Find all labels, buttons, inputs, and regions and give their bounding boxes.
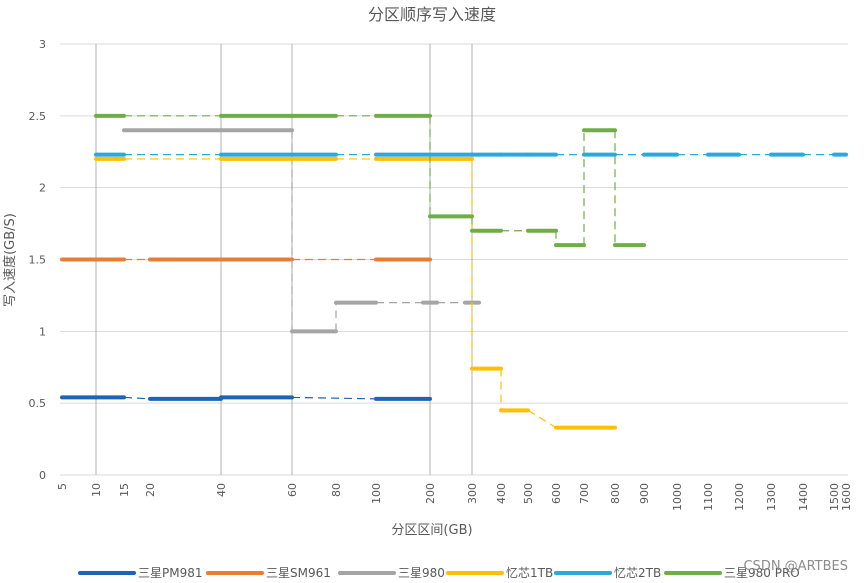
x-tick-label: 20 <box>144 483 157 497</box>
legend-label: 忆芯1TB <box>506 566 553 580</box>
x-axis-label: 分区区间(GB) <box>391 523 472 538</box>
x-tick-label: 1400 <box>797 483 810 511</box>
x-tick-label: 1600 <box>840 483 853 511</box>
x-tick-label: 600 <box>550 483 563 504</box>
x-tick-label: 1000 <box>671 483 684 511</box>
x-tick-label: 400 <box>495 483 508 504</box>
x-tick-label: 300 <box>466 483 479 504</box>
x-tick-labels: 5 10 15 20 40 60 80 100 200 300 400 500 600 700 800 900… <box>56 483 853 511</box>
x-tick-label: 700 <box>578 483 591 504</box>
y-tick-label: 1.5 <box>29 254 47 267</box>
series-3 <box>122 128 481 334</box>
legend-label: 忆芯2TB <box>614 566 661 580</box>
watermark: CSDN @ARTBES <box>743 559 848 574</box>
legend: 三星PM981 三星SM961 三星980 忆芯1TB 忆芯2TB 三星980 PRO <box>78 566 800 580</box>
y-tick-label: 2.5 <box>29 110 47 123</box>
x-tick-label: 800 <box>609 483 622 504</box>
x-tick-label: 500 <box>522 483 535 504</box>
legend-label: 三星PM981 <box>138 566 203 580</box>
x-tick-label: 5 <box>56 483 69 490</box>
series-layer <box>60 113 848 430</box>
y-axis-label: 写入速度(GB/S) <box>2 213 18 307</box>
x-tick-label: 40 <box>215 483 228 497</box>
legend-label: 三星SM961 <box>266 566 331 580</box>
series-1 <box>60 395 432 401</box>
series-connector <box>291 396 377 400</box>
legend-label: 三星980 <box>398 566 445 580</box>
series-connector <box>123 396 151 400</box>
x-tick-label: 200 <box>424 483 437 504</box>
x-tick-label: 10 <box>90 483 103 497</box>
x-tick-label: 60 <box>286 483 299 497</box>
x-tick-label: 15 <box>118 483 131 497</box>
x-tick-label: 1300 <box>765 483 778 511</box>
legend-label: 三星980 PRO <box>724 566 800 580</box>
y-tick-label: 3 <box>39 38 46 51</box>
x-tick-label: 1200 <box>733 483 746 511</box>
x-tick-label: 80 <box>330 483 343 497</box>
series-connector <box>527 409 557 429</box>
series-6 <box>94 113 646 248</box>
series-4 <box>94 156 617 430</box>
y-tick-labels: 0 0.5 1 1.5 2 2.5 3 <box>29 38 47 482</box>
x-tick-label: 1100 <box>702 483 715 511</box>
y-tick-label: 0.5 <box>29 397 47 410</box>
y-tick-label: 2 <box>39 182 46 195</box>
x-tick-label: 1500 <box>828 483 841 511</box>
chart-title: 分区顺序写入速度 <box>368 5 496 24</box>
y-tick-label: 1 <box>39 325 46 338</box>
x-tick-label: 900 <box>638 483 651 504</box>
y-tick-label: 0 <box>39 469 46 482</box>
x-tick-label: 100 <box>370 483 383 504</box>
